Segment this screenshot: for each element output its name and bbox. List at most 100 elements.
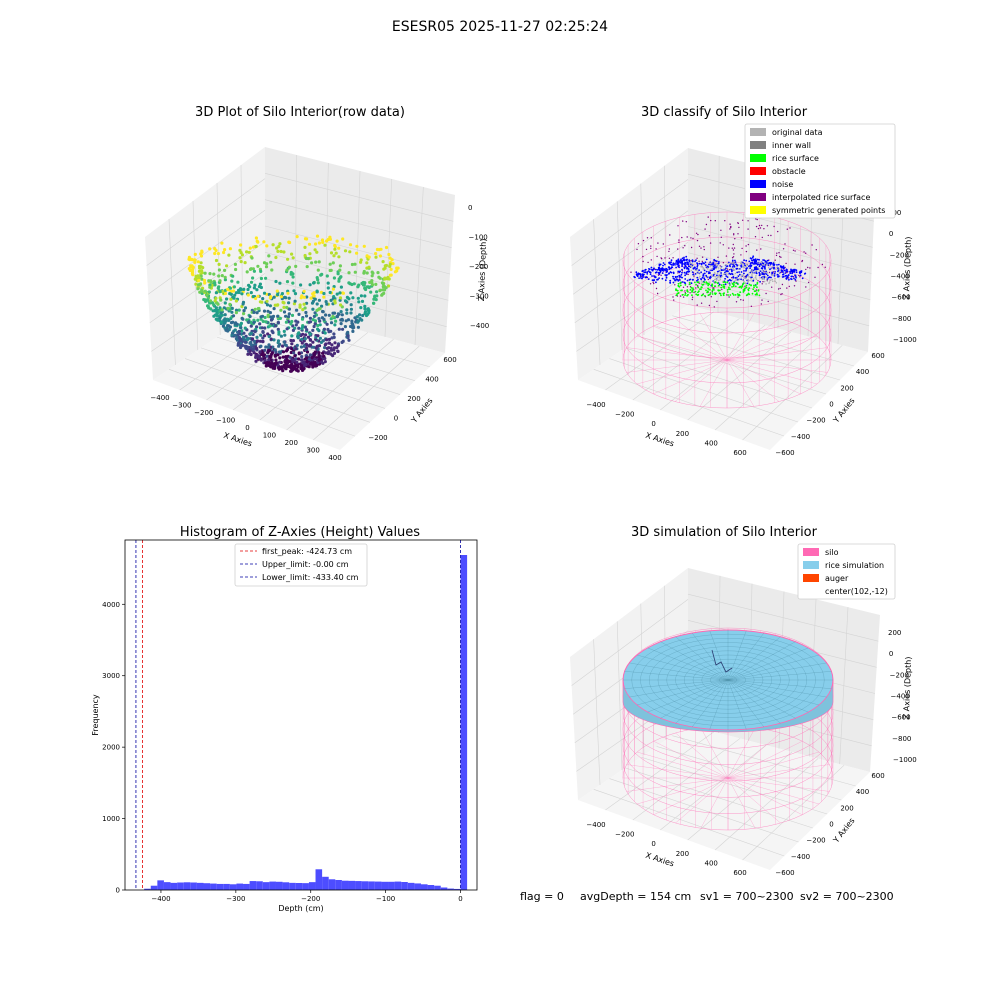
raw-scatter-point <box>308 283 312 287</box>
raw-scatter-point <box>300 358 304 362</box>
raw-scatter-point <box>288 240 292 245</box>
classify-interpolated-point <box>805 252 807 254</box>
classify-noise-point <box>668 266 671 268</box>
raw-scatter-point <box>240 304 244 309</box>
raw-scatter-point <box>388 262 392 266</box>
raw-scatter-point <box>313 352 317 357</box>
simulation-z-tick-5: −800 <box>892 735 911 743</box>
classify-noise-point <box>788 278 790 281</box>
classify-noise-point <box>753 268 756 270</box>
simulation-z-tick-6: −1000 <box>893 756 917 764</box>
raw-scatter-point <box>329 352 333 356</box>
raw-scatter-point <box>384 245 389 250</box>
classify-interpolated-point <box>709 242 712 244</box>
raw-scatter-point <box>321 240 325 244</box>
classify-noise-point <box>789 272 792 275</box>
classify-noise-point <box>740 264 742 267</box>
raw-scatter-point <box>196 287 200 291</box>
raw-x-tick-2: −200 <box>194 409 213 417</box>
classify-original-point <box>714 273 716 275</box>
classify-silo-spoke <box>674 318 728 361</box>
simulation-x-tick-1: −200 <box>615 831 634 839</box>
raw-scatter-point <box>323 346 327 350</box>
raw-scatter-point <box>318 336 322 340</box>
raw-scatter-point <box>250 337 255 341</box>
classify-original-point <box>699 272 701 274</box>
raw-scatter-point <box>266 309 270 313</box>
simulation-silo-spoke <box>727 732 781 779</box>
classify-interpolated-point <box>707 216 709 218</box>
classify-legend-swatch <box>750 180 766 188</box>
classify-interpolated-point <box>780 256 782 258</box>
raw-scatter-point <box>253 329 257 334</box>
raw-scatter-point <box>197 276 201 280</box>
classify-noise-point <box>669 282 672 284</box>
raw-scatter-point <box>319 340 323 344</box>
classify-noise-point <box>681 268 683 271</box>
classify-original-point <box>734 280 736 282</box>
raw-scatter-point <box>391 262 395 266</box>
classify-interpolated-point <box>701 260 703 263</box>
raw-scatter-point <box>257 306 261 311</box>
classify-rice-point <box>697 293 700 296</box>
classify-original-point <box>776 266 779 268</box>
classify-interpolated-point <box>821 263 824 266</box>
simulation-x-tick-5: 600 <box>733 869 746 877</box>
raw-scatter-point <box>317 241 321 245</box>
simulation-silo-spoke <box>626 764 729 779</box>
classify-original-point <box>743 276 745 279</box>
classify-interpolated-point <box>677 225 679 227</box>
classify-noise-point <box>677 258 680 261</box>
classify-interpolated-point <box>722 262 725 264</box>
raw-scatter-point <box>268 304 272 308</box>
classify-original-point <box>696 269 698 272</box>
classify-noise-point <box>718 283 721 286</box>
classify-interpolated-point <box>726 268 729 270</box>
raw-scatter-point <box>276 314 280 318</box>
raw-scatter-point <box>216 302 220 306</box>
classify-noise-point <box>640 277 642 279</box>
classify-interpolated-point <box>720 229 722 231</box>
raw-scatter-point <box>386 275 390 280</box>
raw-scatter-point <box>277 330 281 334</box>
histogram-bar <box>388 881 395 890</box>
classify-rice-point <box>754 293 757 296</box>
classify-original-point <box>765 276 767 279</box>
raw-scatter-point <box>235 335 239 339</box>
raw-scatter-point <box>234 291 238 295</box>
raw-scatter-point <box>265 299 269 303</box>
classify-interpolated-point <box>725 255 728 257</box>
classify-noise-point <box>674 264 676 266</box>
raw-scatter-point <box>278 360 282 364</box>
histogram-title: Histogram of Z-Axies (Height) Values <box>180 525 420 540</box>
classify-rice-point <box>722 281 725 283</box>
raw-scatter-point <box>269 337 273 341</box>
raw-scatter-point <box>232 285 236 289</box>
classify-noise-point <box>799 274 802 277</box>
classify-rice-point <box>711 283 714 286</box>
histogram-y-axis-label: Frequency <box>91 694 100 736</box>
simulation-x-tick-4: 400 <box>705 859 718 867</box>
raw-scatter-point <box>249 331 253 335</box>
raw-scatter-point <box>203 271 207 275</box>
classify-interpolated-point <box>792 276 795 278</box>
raw-x-tick-6: 200 <box>285 439 298 447</box>
raw-scatter-point <box>339 322 343 326</box>
classify-original-point <box>714 276 717 278</box>
classify-noise-point <box>644 268 647 271</box>
classify-original-point <box>706 268 709 270</box>
sv2-readout: sv2 = 700~2300 <box>800 890 894 903</box>
classify-original-point <box>763 280 766 283</box>
classify-noise-point <box>738 271 740 273</box>
classify-rice-point <box>727 294 729 296</box>
classify-rice-point <box>675 288 677 291</box>
raw-scatter-point <box>313 322 317 326</box>
classify-original-point <box>751 272 754 275</box>
raw-scatter-point <box>343 299 348 303</box>
classify-original-point <box>741 262 743 265</box>
simulation-mesh-spoke <box>647 647 729 681</box>
classify-noise-point <box>686 261 689 264</box>
classify-interpolated-point <box>778 252 780 254</box>
classify-silo-spoke <box>726 335 818 361</box>
